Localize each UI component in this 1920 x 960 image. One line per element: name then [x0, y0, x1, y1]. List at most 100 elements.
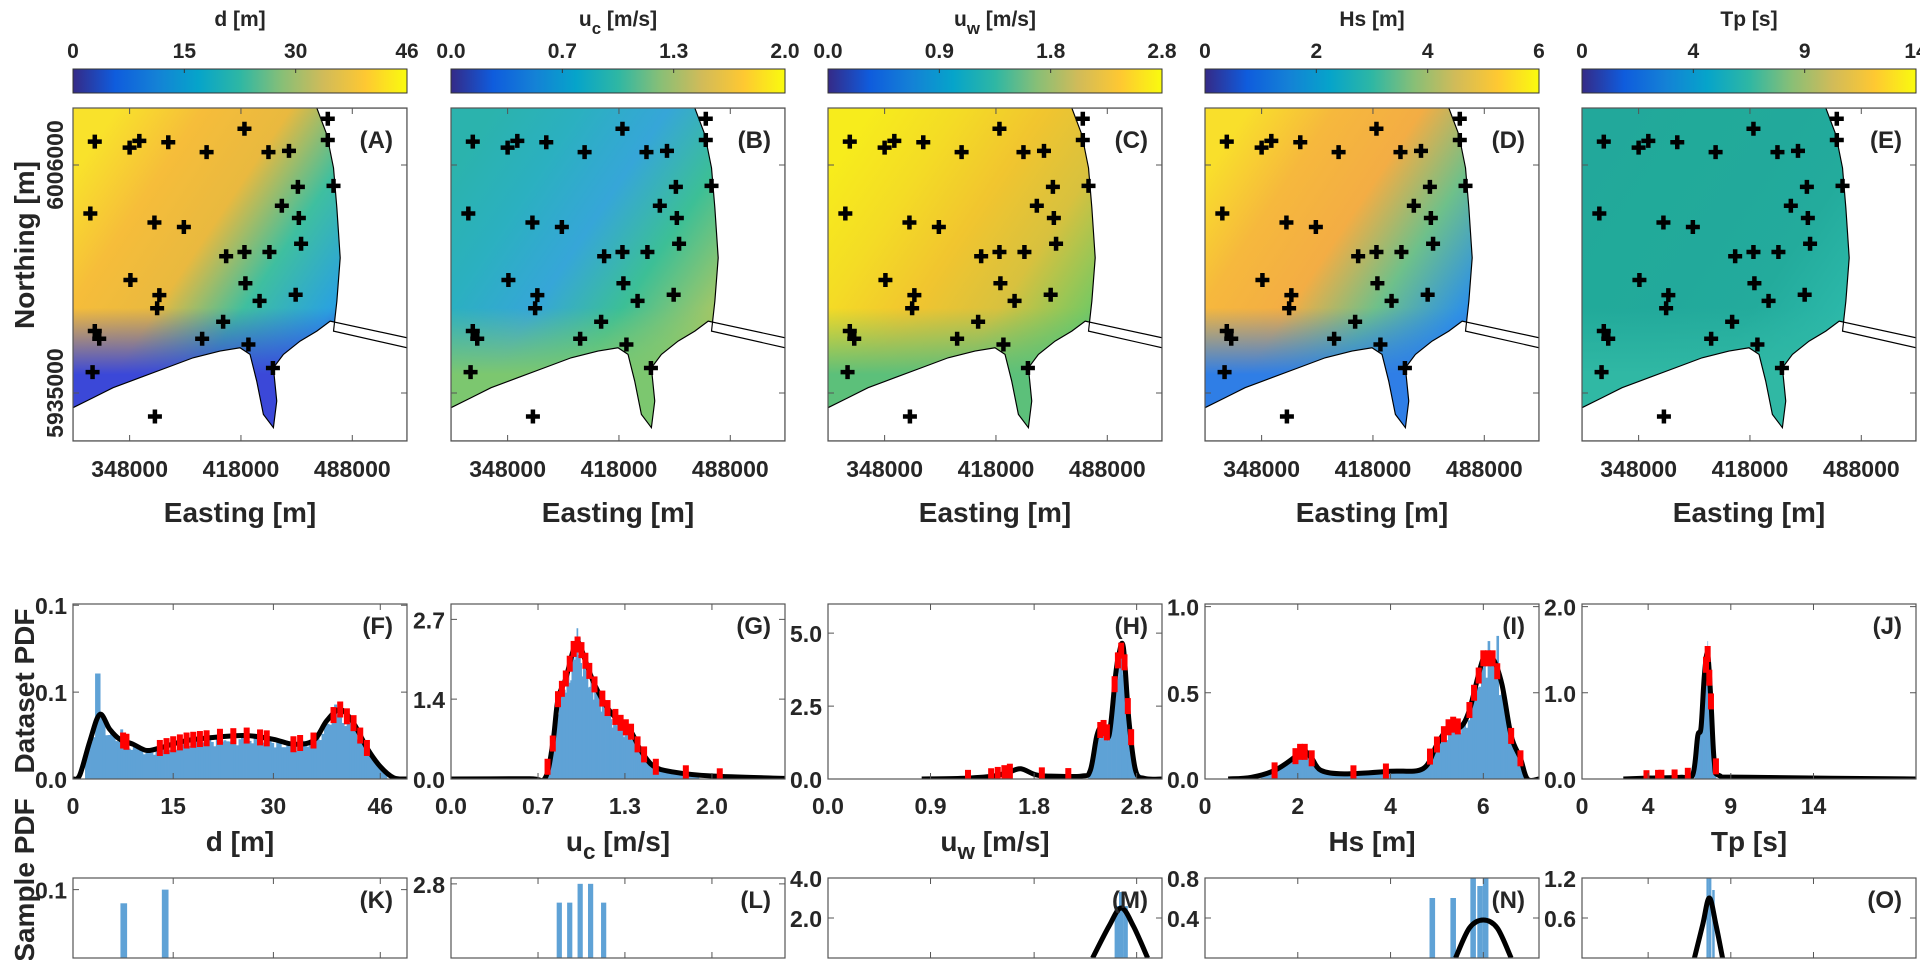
station-marker — [1219, 134, 1234, 149]
histogram-bar — [1401, 770, 1405, 779]
station-marker — [1800, 211, 1815, 226]
station-marker — [500, 140, 515, 155]
station-marker — [1308, 219, 1323, 234]
station-marker — [950, 331, 965, 346]
sample-marker — [716, 768, 723, 779]
histogram-bar — [200, 742, 204, 779]
histogram-bar — [356, 739, 360, 779]
histogram-bar — [107, 734, 111, 779]
histogram-bar — [354, 730, 358, 779]
sample-marker — [1100, 719, 1107, 736]
y-tick-label: 1.4 — [413, 687, 445, 713]
histogram-bar — [150, 752, 154, 779]
histogram-bar — [1399, 771, 1403, 779]
y-tick-label: 0.0 — [1544, 767, 1576, 793]
histogram-bar — [1114, 685, 1116, 779]
sample-marker — [1466, 702, 1473, 719]
colorbar-title-main: Tp [s] — [1720, 8, 1777, 31]
sample-marker — [604, 700, 611, 717]
histogram-bar — [1123, 906, 1128, 958]
station-marker — [902, 215, 917, 230]
colorbar-tick-label: 2.0 — [770, 40, 799, 63]
sample-marker — [176, 734, 183, 751]
x-tick-label: 0 — [67, 793, 80, 819]
station-marker — [954, 145, 969, 160]
histogram-bar — [110, 729, 114, 779]
histogram-bar — [1395, 771, 1398, 779]
sample-marker — [216, 728, 223, 745]
station-marker — [320, 111, 335, 126]
colorbar-title-subscript: c — [592, 19, 601, 38]
map-panel-0: 0 15 30 46 348000 418000 488000 6006000 5935000 (… — [42, 40, 419, 528]
easting-tick-label: 348000 — [1600, 456, 1677, 482]
station-marker — [842, 134, 857, 149]
histogram-bar — [112, 736, 116, 779]
histogram-bar — [580, 663, 582, 779]
station-marker — [216, 314, 231, 329]
station-marker — [195, 331, 210, 346]
histogram-bar — [230, 734, 234, 779]
histogram-bar — [1119, 667, 1121, 779]
sample-marker — [586, 662, 593, 679]
sample-marker — [1038, 767, 1045, 779]
axes-frame — [1581, 877, 1917, 959]
easting-axis-label: Easting [m] — [542, 497, 694, 528]
colorbar-tick-label: 46 — [395, 40, 418, 63]
sample-marker — [290, 736, 297, 753]
histogram-bar — [1125, 704, 1127, 779]
x-tick-label: 46 — [367, 793, 393, 819]
histogram-bar — [85, 755, 88, 779]
station-marker — [1728, 249, 1743, 264]
histogram-bar — [1119, 892, 1124, 958]
histogram-bar — [672, 772, 675, 779]
sample-marker — [1454, 718, 1461, 735]
colorbar-title-main: u — [579, 8, 592, 31]
sample-marker — [549, 735, 556, 752]
histogram-bar — [276, 741, 280, 779]
histogram-panel-3: 0 2 4 6 0.0 0.5 1.0 (I) — [1167, 595, 1540, 819]
map-panel-2: 0.0 0.9 1.8 2.8 348000 418000 488000 (C) Easting… — [813, 40, 1177, 528]
x-tick-label: 0.0 — [812, 793, 844, 819]
station-marker — [1264, 133, 1279, 148]
histogram-bar — [303, 745, 307, 779]
histogram-bar — [1103, 731, 1105, 779]
histogram-bar — [1093, 752, 1095, 779]
station-marker — [261, 145, 276, 160]
sample-marker — [599, 690, 606, 707]
histogram-bar — [567, 665, 570, 779]
colorbar — [1204, 68, 1540, 94]
x-axis-label-unit: [m/s] — [595, 826, 670, 857]
histogram-bar — [225, 741, 229, 779]
panel-label: (C) — [1115, 127, 1148, 154]
histogram-bar — [321, 733, 325, 779]
histogram-bar — [1121, 674, 1123, 779]
histogram-bar — [256, 736, 260, 779]
land-mask — [451, 108, 785, 441]
sample-marker — [337, 701, 344, 718]
histogram-bar — [188, 745, 192, 779]
sample-marker — [343, 708, 350, 725]
histogram-bar — [552, 742, 555, 779]
sample-marker — [1471, 684, 1478, 701]
histogram-bar — [298, 745, 302, 779]
y-tick-label: 0.6 — [1544, 906, 1576, 932]
histogram-bar — [1505, 716, 1508, 779]
histogram-bar — [1474, 697, 1478, 779]
histogram-bar — [1706, 878, 1709, 958]
histogram-bar — [178, 745, 182, 779]
station-marker — [1075, 132, 1090, 147]
sample-marker — [120, 732, 127, 749]
histogram-bar — [1379, 772, 1383, 779]
sample-marker — [263, 730, 270, 747]
histogram-bar — [616, 724, 619, 779]
easting-tick-label: 488000 — [1446, 456, 1523, 482]
sample-marker — [1065, 768, 1072, 779]
histogram-bar — [1126, 697, 1128, 779]
histogram-bar — [351, 727, 355, 779]
histogram-bar — [551, 751, 553, 779]
station-marker — [887, 133, 902, 148]
station-marker — [1596, 324, 1611, 339]
histogram-bar — [90, 741, 93, 779]
histogram-bar — [1128, 718, 1130, 779]
histogram-bar — [288, 746, 292, 779]
